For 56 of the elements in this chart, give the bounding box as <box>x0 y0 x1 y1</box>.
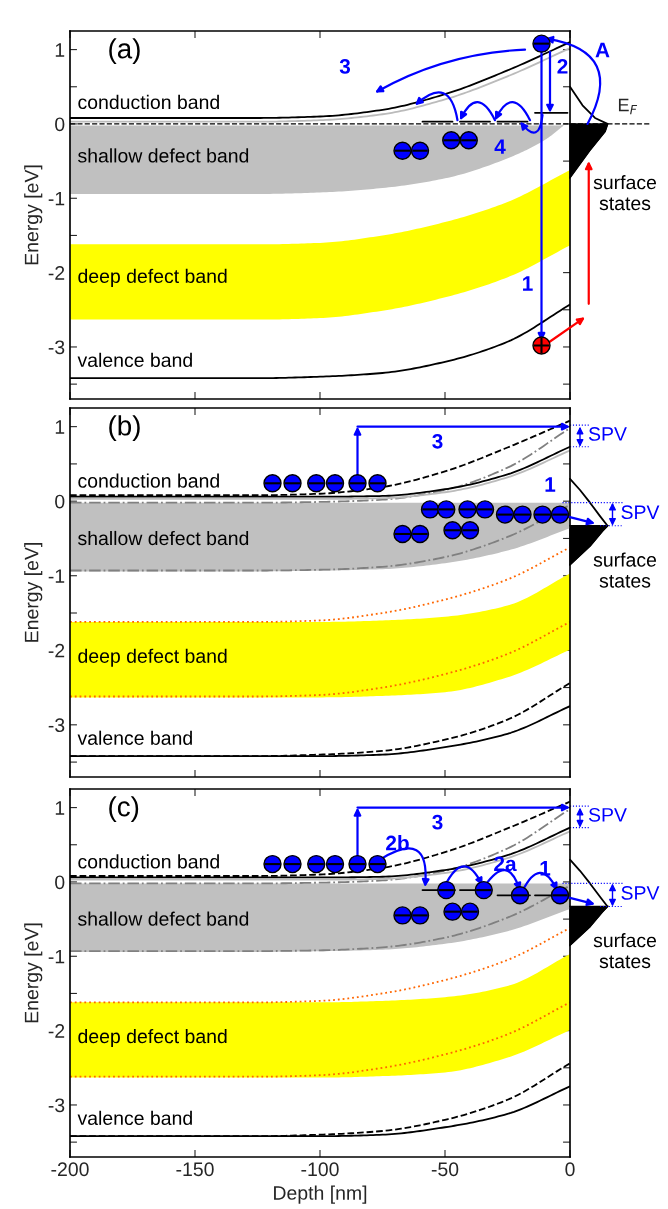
x-tick-label: -200 <box>51 1162 89 1177</box>
x-tick-label: 0 <box>565 1162 575 1177</box>
annotation: valence band <box>77 352 192 368</box>
y-tick-label: 0 <box>55 494 65 509</box>
y-tick-label: -3 <box>48 718 65 733</box>
annotation: (c) <box>109 796 139 823</box>
annotation: shallow defect band <box>78 530 249 546</box>
annotation: shallow defect band <box>78 911 249 926</box>
y-tick-label: -2 <box>48 643 65 658</box>
y-tick-label: 0 <box>55 117 65 132</box>
text: SPV <box>621 886 660 900</box>
y-tick-label: 1 <box>55 801 65 815</box>
annotation: (a) <box>109 38 140 65</box>
y-axis-title: Energy [eV] <box>24 543 43 642</box>
y-tick-label: 0 <box>55 875 65 890</box>
text: A <box>595 42 610 58</box>
y-tick-label: -1 <box>48 949 65 964</box>
annotation: 3 <box>432 814 443 830</box>
text: surface states <box>593 175 657 211</box>
y-tick-label: 1 <box>55 43 65 57</box>
annotation: deep defect band <box>78 268 227 287</box>
y-tick-label: -1 <box>48 569 65 583</box>
annotation: deep defect band <box>78 1028 227 1048</box>
y-tick-label: 1 <box>55 420 65 434</box>
y-tick-label: -3 <box>48 1098 65 1113</box>
y-tick-label: -2 <box>48 266 65 280</box>
annotation: conduction band <box>78 94 219 110</box>
annotation: conduction band <box>78 854 219 869</box>
ref-line-label: E$_{F}$ <box>618 98 638 115</box>
y-tick-label: -2 <box>48 1024 65 1038</box>
text: SPV <box>621 505 660 520</box>
annotation: 4 <box>494 139 506 154</box>
y-axis-title: Energy [eV] <box>24 923 43 1023</box>
y-tick-label: -3 <box>48 340 65 355</box>
text: SPV <box>588 427 627 441</box>
annotation: shallow defect band <box>78 148 249 163</box>
annotation: 1 <box>545 477 556 492</box>
y-axis-title: Energy [eV] <box>24 165 43 265</box>
annotation: 2a <box>494 856 517 872</box>
x-axis-title: Depth [nm] <box>274 1185 367 1204</box>
y-tick-label: -1 <box>48 191 65 206</box>
text: SPV <box>588 807 627 822</box>
annotation: (b) <box>109 415 140 442</box>
annotation: conduction band <box>78 473 219 488</box>
text: surface states <box>593 552 657 588</box>
annotation: 2 <box>557 59 568 74</box>
annotation: valence band <box>77 730 192 745</box>
annotation: 3 <box>432 433 443 449</box>
x-tick-label: -50 <box>431 1162 459 1177</box>
annotation: deep defect band <box>78 648 227 667</box>
x-tick-label: -100 <box>301 1162 339 1177</box>
annotation: valence band <box>77 1110 192 1126</box>
x-tick-label: -150 <box>176 1162 214 1177</box>
text: surface states <box>593 933 657 969</box>
annotation: 1 <box>523 276 533 291</box>
annotation: 3 <box>339 59 351 74</box>
